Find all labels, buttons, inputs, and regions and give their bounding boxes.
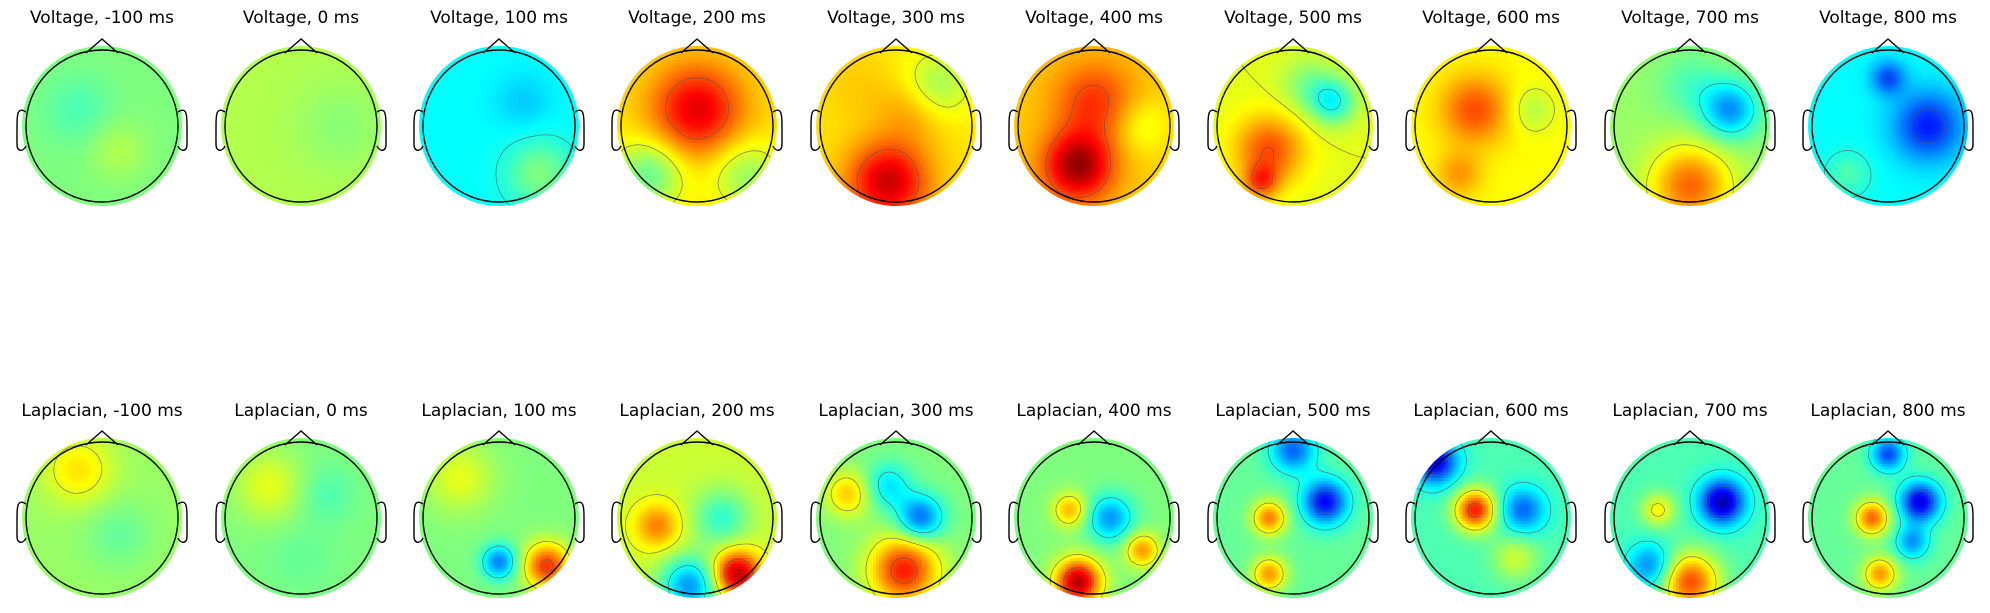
topomap-title: Voltage, 800 ms [1819, 8, 1957, 28]
topomap-voltage-5: Voltage, 400 ms [1009, 8, 1179, 207]
topomap-heat [617, 46, 778, 207]
topomap-voltage-8: Voltage, 700 ms [1605, 8, 1775, 207]
topomap-heat [1610, 438, 1771, 599]
topomap-heat [1213, 438, 1374, 599]
topomap-laplacian-9: Laplacian, 800 ms [1803, 401, 1973, 599]
topomap-laplacian-8: Laplacian, 700 ms [1605, 401, 1775, 599]
topomap-voltage-4: Voltage, 300 ms [811, 8, 981, 207]
topomap-laplacian-5: Laplacian, 400 ms [1009, 401, 1179, 599]
topomap-heat [22, 438, 183, 599]
topomap-title: Voltage, 200 ms [628, 8, 766, 28]
topomap-title: Voltage, 700 ms [1621, 8, 1759, 28]
topomap-heat [816, 46, 977, 207]
topomap-title: Laplacian, 200 ms [619, 401, 774, 421]
topomap-laplacian-6: Laplacian, 500 ms [1208, 401, 1378, 599]
topomap-title: Voltage, -100 ms [30, 8, 174, 28]
topomap-title: Laplacian, 400 ms [1016, 401, 1171, 421]
topomap-heat [221, 438, 382, 599]
topomap-heat [419, 46, 580, 207]
topomap-laplacian-0: Laplacian, -100 ms [17, 401, 187, 599]
topomap-heat [1808, 46, 1969, 207]
topomap-laplacian-7: Laplacian, 600 ms [1406, 401, 1576, 599]
topomap-title: Laplacian, 300 ms [818, 401, 973, 421]
topomap-voltage-9: Voltage, 800 ms [1803, 8, 1973, 207]
topomap-heat [22, 46, 183, 207]
topomap-title: Laplacian, 100 ms [421, 401, 576, 421]
topomap-laplacian-4: Laplacian, 300 ms [811, 401, 981, 599]
topomap-heat [816, 438, 977, 599]
topomap-title: Laplacian, 800 ms [1810, 401, 1965, 421]
topomap-voltage-6: Voltage, 500 ms [1208, 8, 1378, 207]
topomap-heat [617, 438, 778, 599]
topomap-heat [419, 438, 580, 599]
topomap-laplacian-1: Laplacian, 0 ms [216, 401, 386, 599]
topomap-heat [1014, 438, 1175, 599]
topomap-title: Laplacian, 700 ms [1612, 401, 1767, 421]
topomap-heat [1014, 46, 1175, 207]
topomap-title: Voltage, 500 ms [1224, 8, 1362, 28]
topomap-title: Laplacian, -100 ms [21, 401, 182, 421]
topomap-title: Voltage, 100 ms [430, 8, 568, 28]
topomap-title: Voltage, 400 ms [1025, 8, 1163, 28]
topomap-voltage-0: Voltage, -100 ms [17, 8, 187, 207]
topomap-voltage-2: Voltage, 100 ms [414, 8, 584, 207]
topomap-title: Laplacian, 0 ms [234, 401, 368, 421]
topomap-laplacian-3: Laplacian, 200 ms [612, 401, 782, 599]
topomap-heat [1213, 46, 1374, 207]
topomap-laplacian-2: Laplacian, 100 ms [414, 401, 584, 599]
topomap-title: Laplacian, 600 ms [1413, 401, 1568, 421]
topomap-voltage-7: Voltage, 600 ms [1406, 8, 1576, 207]
topomap-title: Voltage, 600 ms [1422, 8, 1560, 28]
topomap-voltage-1: Voltage, 0 ms [216, 8, 386, 207]
topomap-heat [221, 46, 382, 207]
topomap-heat [1808, 438, 1969, 599]
topomap-voltage-3: Voltage, 200 ms [612, 8, 782, 207]
topomap-title: Laplacian, 500 ms [1215, 401, 1370, 421]
topomap-title: Voltage, 300 ms [827, 8, 965, 28]
topomap-title: Voltage, 0 ms [243, 8, 359, 28]
